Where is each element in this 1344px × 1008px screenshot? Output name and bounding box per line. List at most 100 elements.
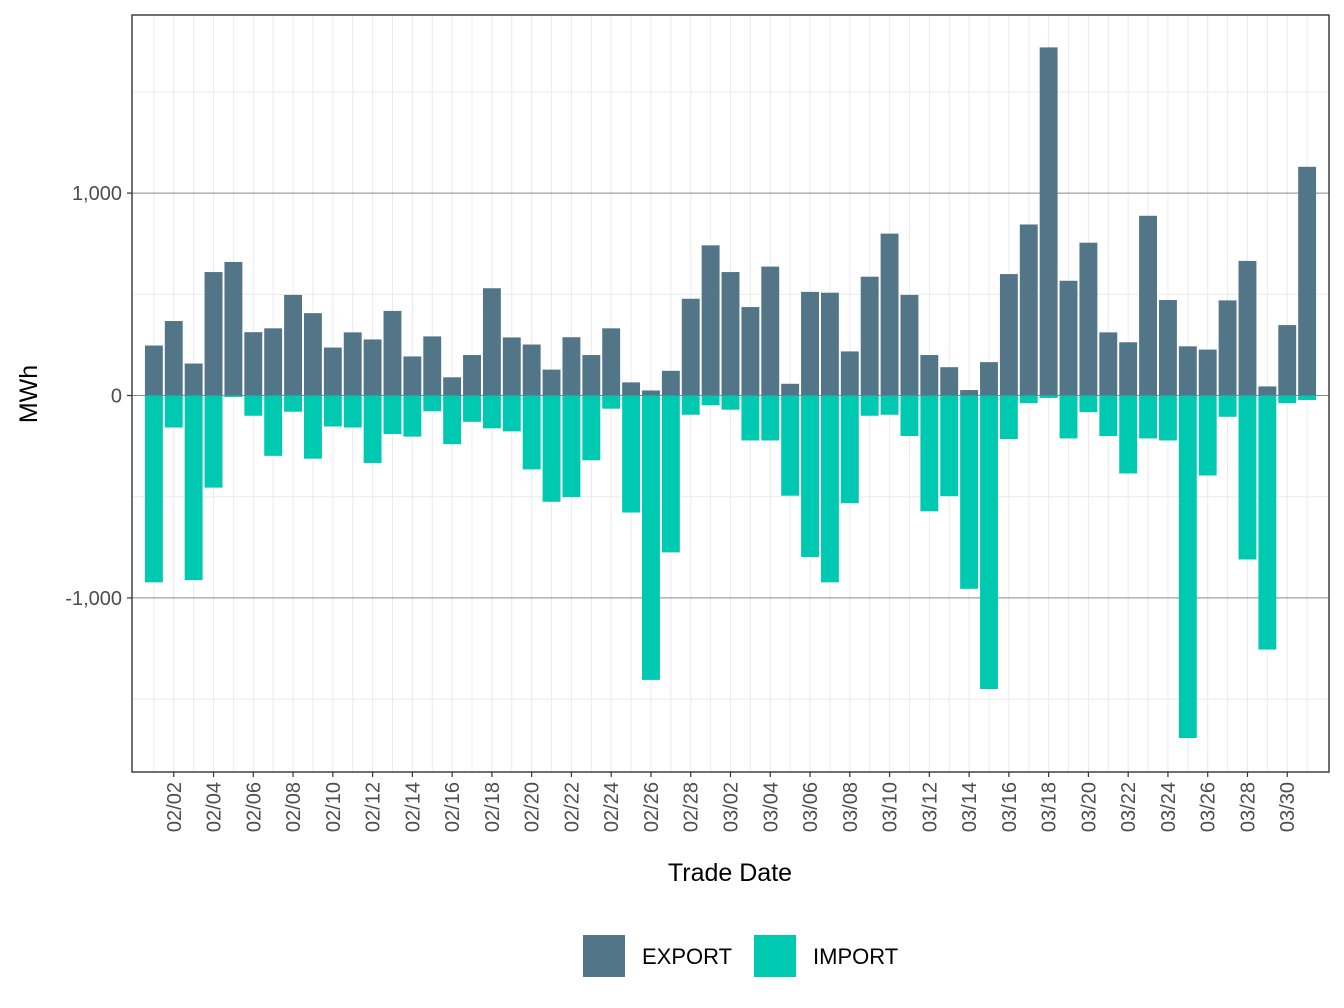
bar-export bbox=[940, 367, 959, 396]
bar-export bbox=[721, 272, 740, 396]
bar-export bbox=[184, 363, 203, 396]
bar-import bbox=[661, 395, 680, 553]
bar-import bbox=[582, 395, 601, 461]
bar-export bbox=[920, 355, 939, 396]
bars bbox=[144, 47, 1317, 738]
bar-import bbox=[164, 395, 183, 428]
bar-import bbox=[383, 395, 402, 434]
bar-import bbox=[801, 395, 819, 558]
x-tick-label: 03/24 bbox=[1158, 782, 1180, 832]
bar-export bbox=[542, 369, 561, 396]
bar-import bbox=[860, 395, 879, 416]
bar-export bbox=[1019, 224, 1038, 396]
bar-export bbox=[423, 336, 442, 396]
bar-export bbox=[761, 266, 780, 396]
bar-export bbox=[502, 337, 521, 396]
x-tick-label: 03/30 bbox=[1277, 782, 1299, 832]
bar-import bbox=[721, 395, 740, 410]
x-tick-label: 03/06 bbox=[800, 782, 822, 832]
bar-import bbox=[1278, 395, 1297, 404]
bar-export bbox=[443, 377, 462, 396]
x-tick-label: 02/10 bbox=[323, 782, 345, 832]
bar-export bbox=[204, 272, 223, 396]
bar-import bbox=[303, 395, 322, 459]
bar-import bbox=[761, 395, 780, 441]
bar-export bbox=[602, 328, 621, 396]
bar-import bbox=[999, 395, 1018, 440]
bar-import bbox=[184, 395, 203, 581]
x-tick-label: 03/12 bbox=[919, 782, 941, 832]
bar-import bbox=[920, 395, 939, 512]
bar-import bbox=[900, 395, 919, 437]
x-tick-label: 02/06 bbox=[243, 782, 265, 832]
x-tick-label: 02/24 bbox=[601, 782, 623, 832]
bar-export bbox=[403, 356, 422, 396]
y-tick-label: 1,000 bbox=[72, 183, 122, 205]
x-tick-label: 03/16 bbox=[999, 782, 1021, 832]
bar-export bbox=[781, 383, 800, 396]
bar-export bbox=[880, 233, 899, 396]
bar-import bbox=[244, 395, 263, 416]
bar-export bbox=[1178, 346, 1197, 396]
bar-export bbox=[284, 294, 303, 396]
bar-import bbox=[1079, 395, 1098, 413]
bar-export bbox=[522, 344, 541, 396]
bar-import bbox=[681, 395, 700, 415]
bar-import bbox=[423, 395, 442, 412]
x-tick-label: 02/18 bbox=[482, 782, 504, 832]
x-tick-label: 03/20 bbox=[1078, 782, 1100, 832]
bar-export bbox=[224, 261, 243, 396]
x-tick-label: 02/02 bbox=[164, 782, 186, 832]
x-axis: 02/02 02/04 02/06 02/08 02/10 02/12 02/14 02/16… bbox=[164, 772, 1299, 832]
bar-import bbox=[323, 395, 342, 427]
bar-export bbox=[960, 390, 979, 396]
bar-export bbox=[860, 276, 879, 396]
bar-export bbox=[741, 307, 760, 396]
bar-import bbox=[562, 395, 581, 498]
bar-import bbox=[363, 395, 382, 463]
bar-import bbox=[840, 395, 859, 504]
bar-import bbox=[1258, 395, 1277, 650]
x-tick-label: 02/14 bbox=[402, 782, 424, 832]
x-tick-label: 03/02 bbox=[721, 782, 743, 832]
bar-export bbox=[980, 362, 998, 396]
bar-export bbox=[1079, 242, 1098, 396]
bar-export bbox=[661, 370, 680, 396]
bar-import bbox=[502, 395, 521, 432]
bar-import bbox=[1099, 395, 1118, 437]
bar-export bbox=[1218, 300, 1237, 396]
bar-import bbox=[144, 395, 163, 583]
bar-export bbox=[622, 382, 641, 396]
bar-import bbox=[204, 395, 223, 488]
bar-import bbox=[1119, 395, 1138, 474]
y-tick-label: -1,000 bbox=[65, 588, 122, 610]
bar-export bbox=[1258, 386, 1277, 396]
bar-import bbox=[343, 395, 362, 428]
bar-export bbox=[1059, 280, 1078, 396]
bar-export bbox=[303, 313, 322, 396]
bar-import bbox=[1139, 395, 1158, 439]
x-axis-title: Trade Date bbox=[668, 859, 792, 887]
bar-import bbox=[940, 395, 959, 497]
bar-export bbox=[343, 332, 362, 396]
legend-key-export bbox=[583, 935, 625, 977]
bar-export bbox=[463, 355, 481, 396]
bar-import bbox=[1238, 395, 1257, 560]
legend-label-import: IMPORT bbox=[813, 944, 898, 969]
bar-export bbox=[681, 298, 700, 396]
bar-export bbox=[701, 245, 720, 396]
x-tick-label: 03/28 bbox=[1237, 782, 1259, 832]
bar-export bbox=[1298, 166, 1317, 396]
bar-import bbox=[1178, 395, 1197, 738]
bar-import bbox=[781, 395, 800, 496]
bar-export bbox=[1119, 342, 1138, 396]
bar-export bbox=[1278, 325, 1297, 396]
bar-import bbox=[701, 395, 720, 406]
bar-import bbox=[1298, 395, 1317, 400]
x-tick-label: 03/08 bbox=[840, 782, 862, 832]
bar-export bbox=[1238, 260, 1257, 396]
x-tick-label: 03/18 bbox=[1039, 782, 1061, 832]
bar-import bbox=[1158, 395, 1177, 441]
legend-key-import bbox=[754, 935, 796, 977]
